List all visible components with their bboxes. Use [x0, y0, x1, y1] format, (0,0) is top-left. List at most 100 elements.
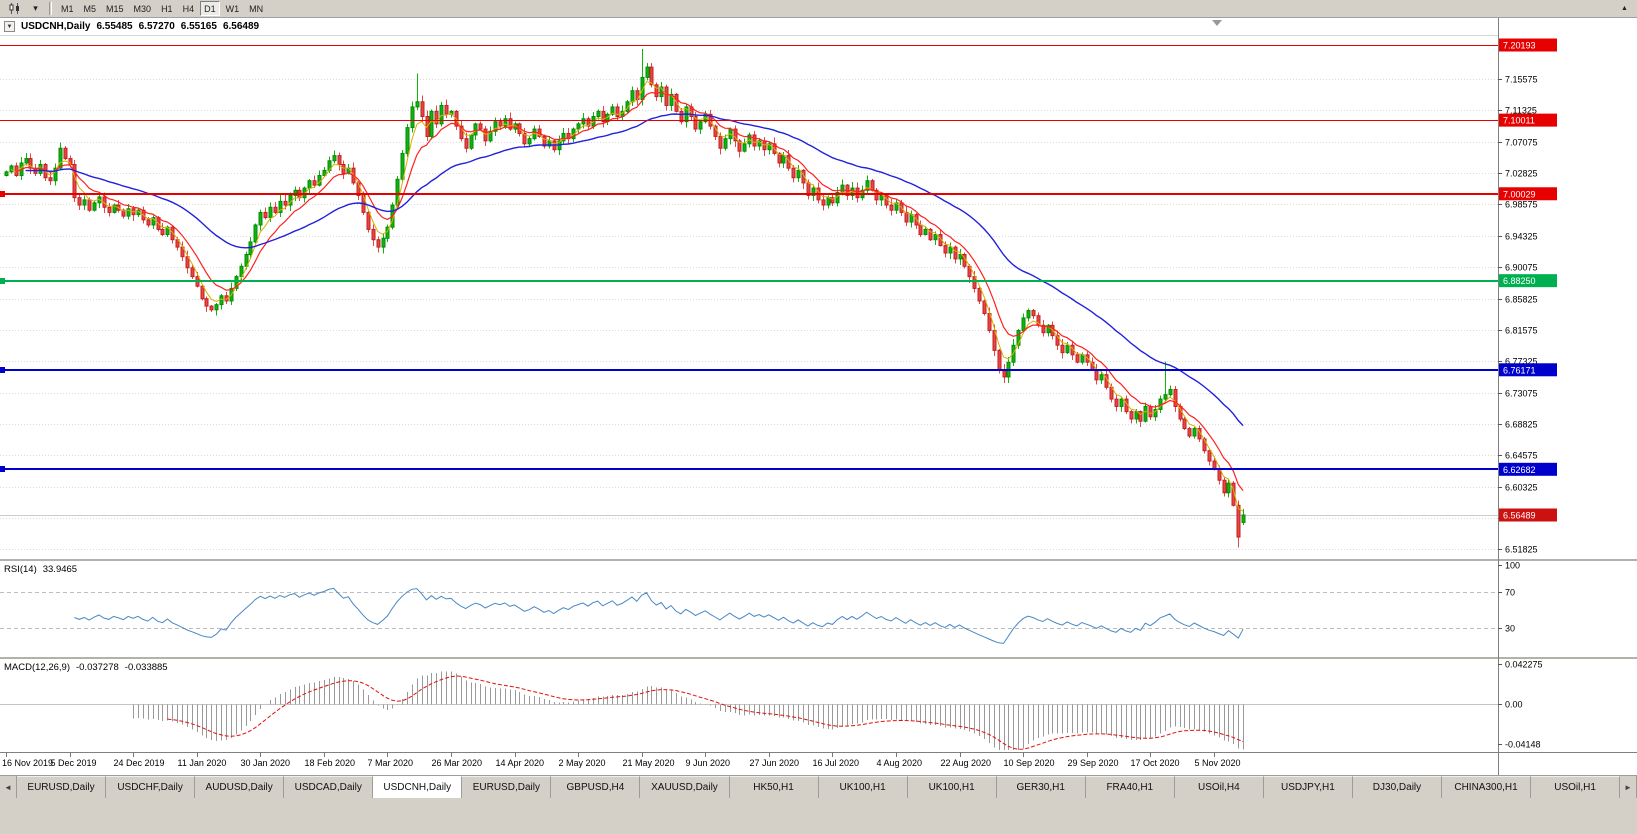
ma-lines [10, 81, 1244, 512]
svg-text:9 Jun 2020: 9 Jun 2020 [686, 758, 731, 768]
macd-signal-line [167, 675, 1244, 750]
svg-text:7.02825: 7.02825 [1505, 169, 1538, 179]
chart-symbol-period: USDCNH,Daily [21, 21, 91, 32]
macd-panel: 0.042275 0.00 -0.04148 [0, 660, 1543, 750]
svg-text:6.64575: 6.64575 [1505, 451, 1538, 461]
ohlc-open: 6.55485 [96, 21, 133, 32]
svg-text:5 Dec 2019: 5 Dec 2019 [51, 758, 97, 768]
timeframe-button-m5[interactable]: M5 [80, 1, 101, 16]
svg-text:14 Apr 2020: 14 Apr 2020 [496, 758, 545, 768]
chart-type-button[interactable] [4, 1, 25, 16]
svg-text:100: 100 [1505, 561, 1520, 571]
axis-chrome [0, 18, 1637, 775]
svg-text:16 Jul 2020: 16 Jul 2020 [813, 758, 860, 768]
chart-tab-gbpusd-h4[interactable]: GBPUSD,H4 [551, 776, 641, 798]
chart-tab-usdjpy-h1[interactable]: USDJPY,H1 [1263, 776, 1353, 798]
svg-text:7.07075: 7.07075 [1505, 138, 1538, 148]
svg-text:7 Mar 2020: 7 Mar 2020 [368, 758, 414, 768]
ma-slow-line [25, 113, 1244, 427]
level-left-marker [0, 191, 5, 197]
svg-text:0.00: 0.00 [1505, 700, 1523, 710]
svg-text:22 Aug 2020: 22 Aug 2020 [941, 758, 992, 768]
chart-tab-uk100-h1[interactable]: UK100,H1 [907, 776, 997, 798]
timeframe-button-m30[interactable]: M30 [130, 1, 156, 16]
timeframe-buttons: M1 M5 M15 M30 H1 H4 D1 W1 MN [56, 1, 268, 16]
svg-text:6.76171: 6.76171 [1503, 365, 1536, 375]
grid-layer [0, 79, 1498, 550]
chart-tab-ger30-h1[interactable]: GER30,H1 [996, 776, 1086, 798]
panel-splitter-macd[interactable] [0, 657, 1637, 659]
timeframe-button-d1[interactable]: D1 [200, 1, 220, 16]
toolbar-right-button[interactable]: ▲ [1616, 1, 1633, 16]
timeframe-button-m15[interactable]: M15 [102, 1, 128, 16]
ohlc-high: 6.57270 [138, 21, 175, 32]
chart-tabs: EURUSD,Daily USDCHF,Daily AUDUSD,Daily USDC… [17, 776, 1620, 798]
chart-shift-marker[interactable] [1212, 20, 1222, 26]
price-tag-6.62682 [1499, 462, 1557, 476]
current-price-tag [1499, 508, 1557, 522]
chart-tab-usdchf-daily[interactable]: USDCHF,Daily [106, 776, 196, 798]
ohlc-low: 6.55165 [180, 21, 217, 32]
svg-text:70: 70 [1505, 588, 1515, 598]
chart-tab-china300-h1[interactable]: CHINA300,H1 [1442, 776, 1532, 798]
timeframe-button-h4[interactable]: H4 [179, 1, 199, 16]
toolbar-separator [49, 2, 52, 15]
chart-canvas[interactable]: 7.15575 7.11325 7.07075 7.02825 6.98575 6.943… [0, 18, 1637, 775]
candlestick-chart-icon [9, 3, 19, 14]
svg-text:6.51825: 6.51825 [1505, 545, 1538, 555]
svg-text:6.85825: 6.85825 [1505, 295, 1538, 305]
chart-tab-hk50-h1[interactable]: HK50,H1 [729, 776, 819, 798]
level-left-marker [0, 466, 5, 472]
panel-splitter-rsi[interactable] [0, 559, 1637, 561]
chart-tab-dj30-daily[interactable]: DJ30,Daily [1352, 776, 1442, 798]
chart-tab-usdcad-daily[interactable]: USDCAD,Daily [284, 776, 374, 798]
chart-tab-bar: ◄ EURUSD,Daily USDCHF,Daily AUDUSD,Daily US… [0, 775, 1637, 798]
ohlc-close: 6.56489 [222, 21, 260, 32]
price-tag-7.10011 [1499, 113, 1557, 127]
chart-background [0, 18, 1637, 775]
svg-text:6.81575: 6.81575 [1505, 326, 1538, 336]
chart-tab-eurusd-daily[interactable]: EURUSD,Daily [462, 776, 552, 798]
ma-fast-line [15, 91, 1244, 491]
svg-text:6.77325: 6.77325 [1505, 357, 1538, 367]
price-tag-7.20193 [1499, 38, 1557, 52]
chart-type-dropdown[interactable]: ▾ [27, 1, 44, 16]
timeframe-button-mn[interactable]: MN [245, 1, 267, 16]
rsi-value: 33.9465 [42, 564, 78, 575]
rsi-line [74, 587, 1244, 644]
tab-scroll-left-button[interactable]: ◄ [0, 776, 17, 798]
svg-text:5 Nov 2020: 5 Nov 2020 [1195, 758, 1241, 768]
chart-tab-xauusd-daily[interactable]: XAUUSD,Daily [640, 776, 730, 798]
collapse-button[interactable]: ▼ [4, 21, 15, 32]
chart-tab-usoil-h1[interactable]: USOil,H1 [1531, 776, 1620, 798]
bottom-filler [0, 798, 1637, 834]
svg-text:21 May 2020: 21 May 2020 [623, 758, 675, 768]
timeframe-button-w1[interactable]: W1 [222, 1, 244, 16]
svg-text:6.90075: 6.90075 [1505, 263, 1538, 273]
price-tag-7.00029 [1499, 187, 1557, 201]
tab-scroll-right-button[interactable]: ► [1620, 776, 1637, 798]
chart-tab-eurusd-daily[interactable]: EURUSD,Daily [17, 776, 107, 798]
timeframe-button-h1[interactable]: H1 [157, 1, 177, 16]
svg-text:6.56489: 6.56489 [1503, 510, 1536, 520]
svg-text:6.94325: 6.94325 [1505, 232, 1538, 242]
chart-tab-uk100-h1[interactable]: UK100,H1 [818, 776, 908, 798]
macd-signal-value: -0.033885 [124, 662, 168, 673]
svg-text:30: 30 [1505, 624, 1515, 634]
svg-text:7.10011: 7.10011 [1503, 116, 1535, 126]
svg-text:6.73075: 6.73075 [1505, 389, 1538, 399]
svg-text:18 Feb 2020: 18 Feb 2020 [305, 758, 356, 768]
chart-tab-usoil-h4[interactable]: USOil,H4 [1174, 776, 1264, 798]
svg-text:26 Mar 2020: 26 Mar 2020 [432, 758, 483, 768]
timeframe-button-m1[interactable]: M1 [57, 1, 78, 16]
svg-text:0.042275: 0.042275 [1505, 660, 1543, 670]
svg-text:6.98575: 6.98575 [1505, 200, 1538, 210]
svg-text:4 Aug 2020: 4 Aug 2020 [877, 758, 923, 768]
chart-tab-usdcnh-daily[interactable]: USDCNH,Daily [373, 776, 463, 798]
svg-text:7.00029: 7.00029 [1503, 189, 1536, 199]
rsi-panel: 100 70 30 [0, 561, 1520, 644]
chart-tab-audusd-daily[interactable]: AUDUSD,Daily [195, 776, 285, 798]
chart-tab-fra40-h1[interactable]: FRA40,H1 [1085, 776, 1175, 798]
chart-title: ▼ USDCNH,Daily 6.55485 6.57270 6.55165 6… [4, 21, 259, 32]
